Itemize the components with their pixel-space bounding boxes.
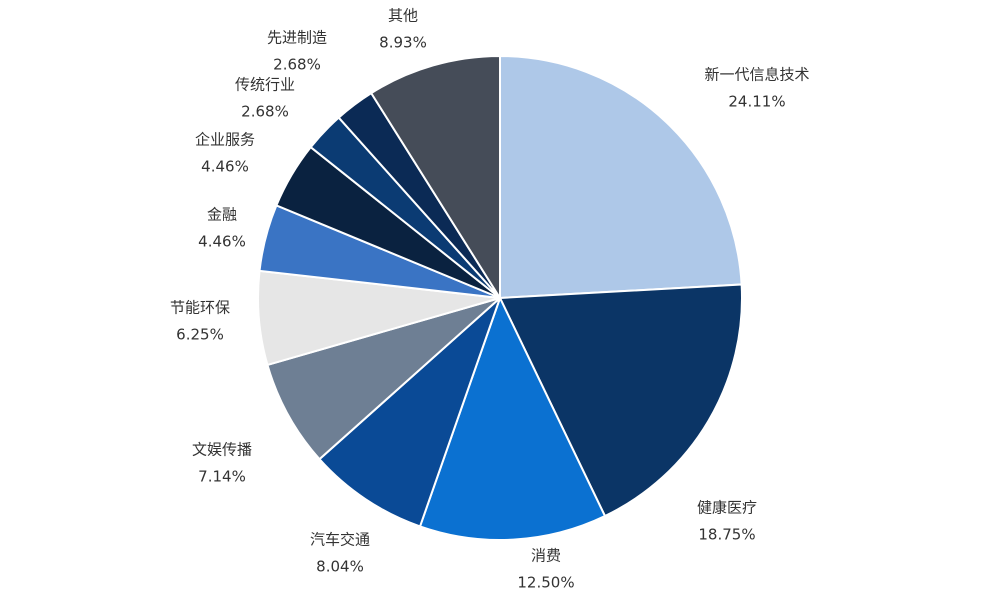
slice-label: 金融 — [207, 206, 237, 224]
slice-label: 传统行业 — [235, 76, 295, 94]
slice-label: 健康医疗 — [697, 499, 757, 517]
value-label: 2.68% — [241, 103, 289, 121]
value-label: 6.25% — [176, 326, 224, 344]
slice-label: 先进制造 — [267, 29, 327, 47]
slice-label: 文娱传播 — [192, 441, 252, 459]
slice-label: 企业服务 — [195, 131, 255, 149]
value-label: 4.46% — [198, 233, 246, 251]
value-label: 2.68% — [273, 56, 321, 74]
slice-label: 其他 — [388, 7, 418, 25]
pie-slice — [266, 297, 501, 461]
slice-label: 汽车交通 — [310, 531, 370, 549]
slice-label: 消费 — [531, 547, 561, 565]
value-label: 8.93% — [379, 34, 427, 52]
pie-slice — [418, 295, 607, 541]
pie-slice — [498, 283, 743, 518]
value-label: 4.46% — [201, 158, 249, 176]
value-label: 18.75% — [698, 526, 755, 544]
value-label: 8.04% — [316, 558, 364, 576]
value-label: 12.50% — [517, 574, 574, 592]
slice-label: 节能环保 — [170, 299, 230, 317]
value-label: 7.14% — [198, 468, 246, 486]
pie-slice — [499, 54, 743, 300]
pie-slice — [318, 297, 501, 528]
pie-slice — [369, 54, 501, 302]
slice-label: 新一代信息技术 — [704, 66, 809, 84]
value-label: 24.11% — [728, 93, 785, 111]
